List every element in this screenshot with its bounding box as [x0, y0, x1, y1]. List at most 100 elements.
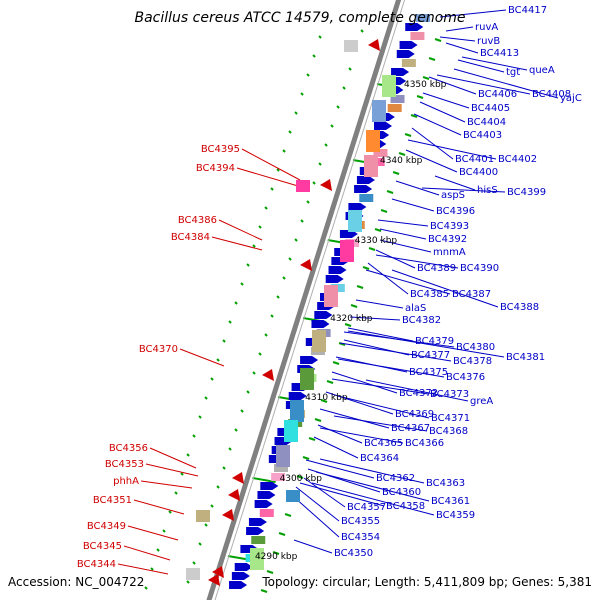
tick-mark — [210, 504, 214, 508]
tick-mark — [326, 380, 334, 384]
reverse-gene-block — [344, 40, 358, 52]
gene-block-large — [284, 420, 298, 442]
tick-mark — [320, 399, 328, 403]
tick-mark — [258, 225, 262, 229]
forward-gene-label-bc4350: BC4350 — [334, 548, 373, 559]
tick-mark — [374, 228, 382, 232]
tick-mark — [168, 510, 172, 514]
tick-mark — [288, 130, 292, 134]
forward-gene-label-bc4379: BC4379 — [415, 336, 454, 347]
leader-line — [313, 436, 359, 459]
gene-block — [401, 59, 416, 67]
tick-mark — [246, 263, 250, 267]
leader-line — [439, 36, 476, 42]
tick-mark — [296, 475, 304, 479]
tick-mark — [392, 171, 400, 175]
tick-mark — [252, 371, 256, 375]
forward-gene-arrow — [391, 68, 410, 76]
reverse-gene-arrow — [222, 509, 234, 521]
leader-line — [411, 127, 454, 160]
forward-gene-label-hiss: hisS — [477, 185, 498, 196]
tick-mark — [204, 523, 208, 527]
forward-gene-arrow — [254, 500, 273, 508]
gene-block-large — [312, 330, 326, 352]
leader-line — [179, 348, 225, 367]
tick-mark — [344, 323, 352, 327]
kbp-label: 4290 kbp — [255, 552, 298, 562]
forward-gene-label-bc4401: BC4401 — [455, 154, 494, 165]
tick-mark — [162, 529, 166, 533]
gene-block — [373, 149, 388, 157]
leader-line — [421, 187, 506, 193]
forward-gene-label-bc4392: BC4392 — [428, 234, 467, 245]
forward-gene-label-bc4363: BC4363 — [426, 478, 465, 489]
forward-gene-label-bc4357: BC4357 — [347, 502, 386, 513]
forward-gene-label-bc4399: BC4399 — [507, 187, 546, 198]
leader-line — [355, 299, 404, 309]
reverse-gene-block — [296, 180, 310, 192]
tick-mark — [386, 190, 394, 194]
kbp-label: 4320 kbp — [330, 314, 373, 324]
leader-line — [434, 175, 476, 191]
gene-labels: 4350 kbp 4340 kbp 4330 kbp 4320 kbp 4310 kbp… — [77, 5, 582, 570]
forward-gene-arrow — [311, 320, 330, 328]
forward-gene-label-bc4382: BC4382 — [402, 315, 441, 326]
backbone-edge — [214, 0, 406, 600]
gene-block-large — [324, 285, 338, 307]
reverse-gene-arrow — [228, 489, 240, 501]
gene-block-large — [372, 100, 386, 122]
gene-block — [390, 95, 405, 103]
leader-line — [315, 471, 430, 502]
leader-line — [337, 395, 430, 419]
leader-line — [311, 482, 435, 516]
leader-line — [395, 180, 440, 196]
reverse-gene-label-bc4394: BC4394 — [196, 163, 235, 174]
forward-gene-label-bc4396: BC4396 — [436, 206, 475, 217]
forward-gene-arrow — [328, 266, 347, 274]
tick-mark — [174, 491, 178, 495]
leader-line — [428, 76, 477, 95]
forward-gene-arrow — [231, 572, 250, 580]
tick-mark — [198, 542, 202, 546]
forward-gene-label-bc4413: BC4413 — [480, 48, 519, 59]
tick-mark — [276, 168, 280, 172]
tick-mark — [252, 244, 256, 248]
tick-mark — [240, 282, 244, 286]
gene-block-large — [382, 75, 396, 97]
kbp-label: 4300 kbp — [280, 474, 323, 484]
gene-block — [359, 194, 374, 202]
leader-line — [375, 254, 459, 269]
leader-line — [457, 59, 505, 73]
tick-mark — [150, 567, 154, 571]
reverse-gene-label-bc4353: BC4353 — [105, 459, 144, 470]
forward-gene-label-bc4402: BC4402 — [498, 154, 537, 165]
leader-line — [337, 358, 445, 378]
tick-mark — [266, 570, 274, 574]
leader-line — [419, 101, 466, 123]
reverse-gene-arrow — [232, 472, 244, 484]
forward-gene-label-bc4385: BC4385 — [410, 289, 449, 300]
leader-line — [127, 525, 179, 541]
tick-mark — [362, 266, 370, 270]
tick-mark — [228, 447, 232, 451]
gene-block-large — [250, 548, 264, 570]
forward-gene-arrow — [229, 581, 248, 589]
tick-mark — [278, 532, 286, 536]
forward-gene-arrow — [248, 518, 267, 526]
tick-mark — [342, 86, 346, 90]
forward-gene-arrow — [399, 41, 418, 49]
leader-line — [293, 496, 340, 538]
forward-gene-arrow — [300, 356, 319, 364]
leader-line — [299, 482, 385, 507]
leader-line — [347, 330, 505, 358]
forward-gene-label-bc4406: BC4406 — [478, 89, 517, 100]
forward-gene-label-bc4367: BC4367 — [391, 423, 430, 434]
reverse-gene-label-bc4344: BC4344 — [77, 559, 116, 570]
leader-line — [349, 316, 401, 321]
leader-line — [375, 249, 416, 269]
leader-line — [445, 42, 479, 54]
forward-gene-label-bc4381: BC4381 — [506, 352, 545, 363]
tick-mark — [144, 586, 148, 590]
tick-mark — [282, 276, 286, 280]
tick-mark — [300, 219, 304, 223]
